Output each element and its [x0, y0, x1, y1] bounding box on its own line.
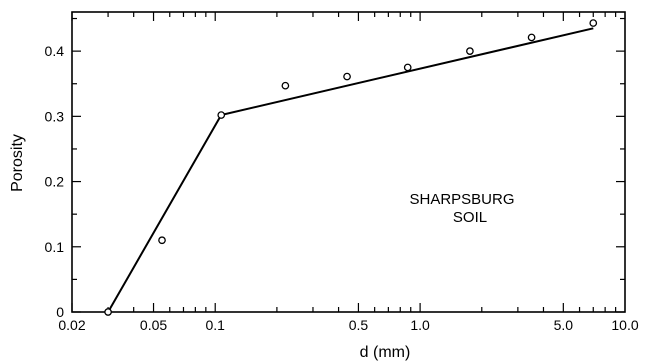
annotation-line-2: SOIL: [453, 209, 487, 226]
y-tick-label: 0.1: [45, 239, 65, 255]
x-tick-label: 5.0: [554, 317, 574, 333]
data-point: [403, 63, 412, 72]
data-point: [466, 47, 474, 55]
plot-frame: [71, 11, 626, 313]
data-point: [589, 19, 598, 27]
x-tick-label: 0.05: [140, 317, 167, 333]
x-tick-label: 0.1: [205, 317, 225, 333]
y-tick-label: 0.3: [45, 108, 65, 124]
x-tick-label: 0.02: [58, 317, 85, 333]
y-axis-title: Porosity: [9, 134, 26, 192]
x-axis-title: d (mm): [360, 344, 411, 361]
data-point: [217, 111, 226, 119]
data-point: [104, 308, 112, 316]
data-point: [343, 72, 351, 81]
annotation-line-1: SHARPSBURG: [409, 191, 514, 208]
y-tick-label: 0.4: [45, 43, 65, 59]
data-point: [527, 33, 536, 42]
fit-line: [107, 27, 594, 313]
y-tick-label: 0.2: [45, 174, 65, 190]
data-point: [158, 236, 166, 245]
data-point: [281, 81, 290, 90]
x-tick-label: 1.0: [410, 317, 430, 333]
x-tick-label: 10.0: [611, 317, 638, 333]
x-tick-label: 0.5: [349, 317, 369, 333]
y-tick-label: 0: [56, 304, 64, 320]
